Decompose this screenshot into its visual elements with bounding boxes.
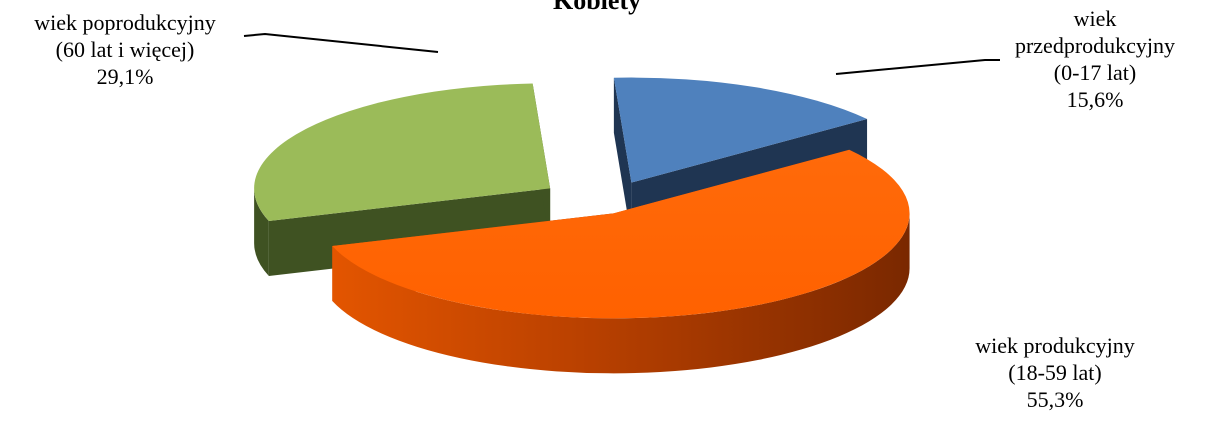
slice-label-line: przedprodukcyjny [1014,33,1176,58]
slice-label-line: wiek poprodukcyjny [34,10,216,35]
slice-label-line: wiek [1073,6,1117,31]
slice-label-line: (60 lat i więcej) [55,37,195,62]
slice-top [332,149,910,319]
leader-line-poprodukcyjny [243,32,439,53]
leader-line-przedprodukcyjny [835,59,1000,75]
slice-rim [332,213,910,374]
slice-top [254,83,551,222]
slice-label-poprodukcyjny: wiek poprodukcyjny (60 lat i więcej) 29,… [5,9,245,90]
slice-value: 29,1% [96,64,154,89]
chart-title: Kobiety [553,0,642,15]
slice-label-produkcyjny: wiek produkcyjny (18-59 lat) 55,3% [930,332,1180,413]
slice-rim [254,188,269,277]
slice-value: 55,3% [1026,387,1084,412]
slice-label-line: (0-17 lat) [1053,60,1137,85]
slice-label-przedprodukcyjny: wiek przedprodukcyjny (0-17 lat) 15,6% [990,5,1200,113]
slice-label-line: wiek produkcyjny [975,333,1135,358]
slice-side-face [613,77,632,238]
slice-label-line: (18-59 lat) [1008,360,1102,385]
slice-value: 15,6% [1066,87,1124,112]
pie-slice [332,149,910,374]
slice-top [613,77,868,183]
